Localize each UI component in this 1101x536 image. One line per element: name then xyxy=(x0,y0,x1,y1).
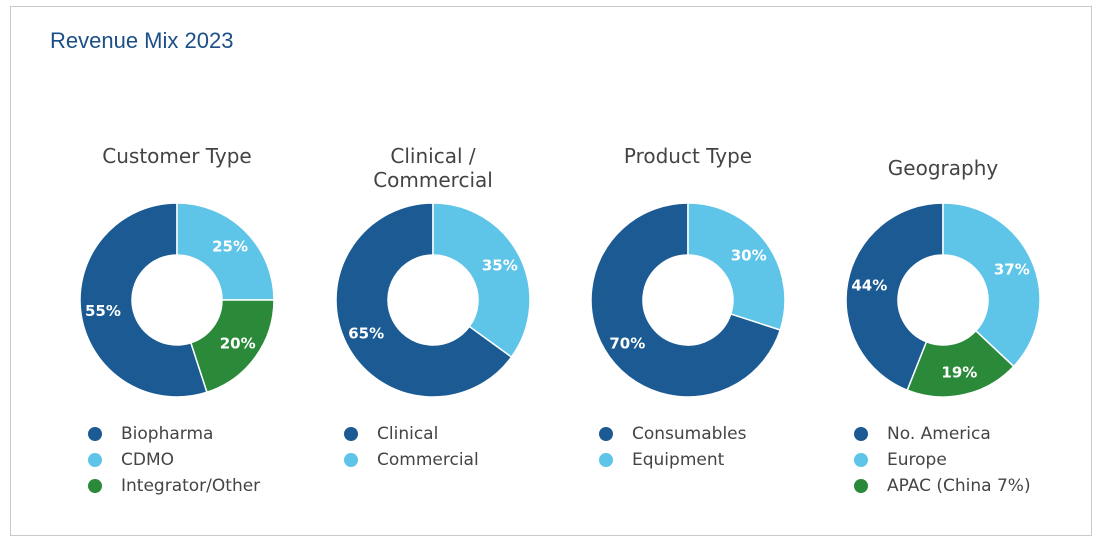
donut-slice xyxy=(845,202,944,392)
chart-title: Customer Type xyxy=(102,144,252,168)
data-label: 65% xyxy=(348,325,384,343)
legend-marker xyxy=(854,427,868,441)
donut-slice xyxy=(906,329,1015,398)
legend-label: Integrator/Other xyxy=(121,476,260,496)
legend-label: Clinical xyxy=(377,424,438,444)
data-label: 20% xyxy=(220,335,256,353)
page-title: Revenue Mix 2023 xyxy=(50,28,234,53)
donut-slice xyxy=(79,202,208,398)
legend-label: No. America xyxy=(887,424,991,444)
data-label: 35% xyxy=(482,256,518,274)
legend-marker xyxy=(88,453,102,467)
legend-label: Biopharma xyxy=(121,424,213,444)
data-label: 37% xyxy=(994,261,1030,279)
legend-marker xyxy=(88,479,102,493)
legend-marker xyxy=(344,453,358,467)
legend-label: APAC (China 7%) xyxy=(887,476,1031,496)
donut-slice xyxy=(335,202,513,398)
donut-slice xyxy=(590,202,782,398)
data-label: 30% xyxy=(731,246,767,264)
data-label: 44% xyxy=(851,276,887,294)
legend-label: Commercial xyxy=(377,450,479,470)
data-label: 25% xyxy=(212,237,248,255)
legend-marker xyxy=(599,427,613,441)
data-label: 19% xyxy=(941,364,977,382)
data-label: 70% xyxy=(609,335,645,353)
legend-marker xyxy=(854,453,868,467)
donut-slice xyxy=(687,202,786,331)
legend-label: Equipment xyxy=(632,450,725,470)
chart-title: Clinical / Commercial xyxy=(373,144,493,192)
chart-title: Product Type xyxy=(623,144,753,168)
legend-label: CDMO xyxy=(121,450,174,470)
legend-marker xyxy=(599,453,613,467)
legend-label: Consumables xyxy=(632,424,747,444)
donut-slice xyxy=(176,202,275,301)
donut-slice xyxy=(189,299,275,394)
legend-label: Europe xyxy=(887,450,947,470)
data-label: 55% xyxy=(85,302,121,320)
donut-slice xyxy=(942,202,1041,368)
legend-marker xyxy=(88,427,102,441)
chart-title: Geography xyxy=(887,156,999,180)
donut-slice xyxy=(432,202,531,359)
legend-marker xyxy=(854,479,868,493)
legend-marker xyxy=(344,427,358,441)
card xyxy=(10,6,1092,536)
